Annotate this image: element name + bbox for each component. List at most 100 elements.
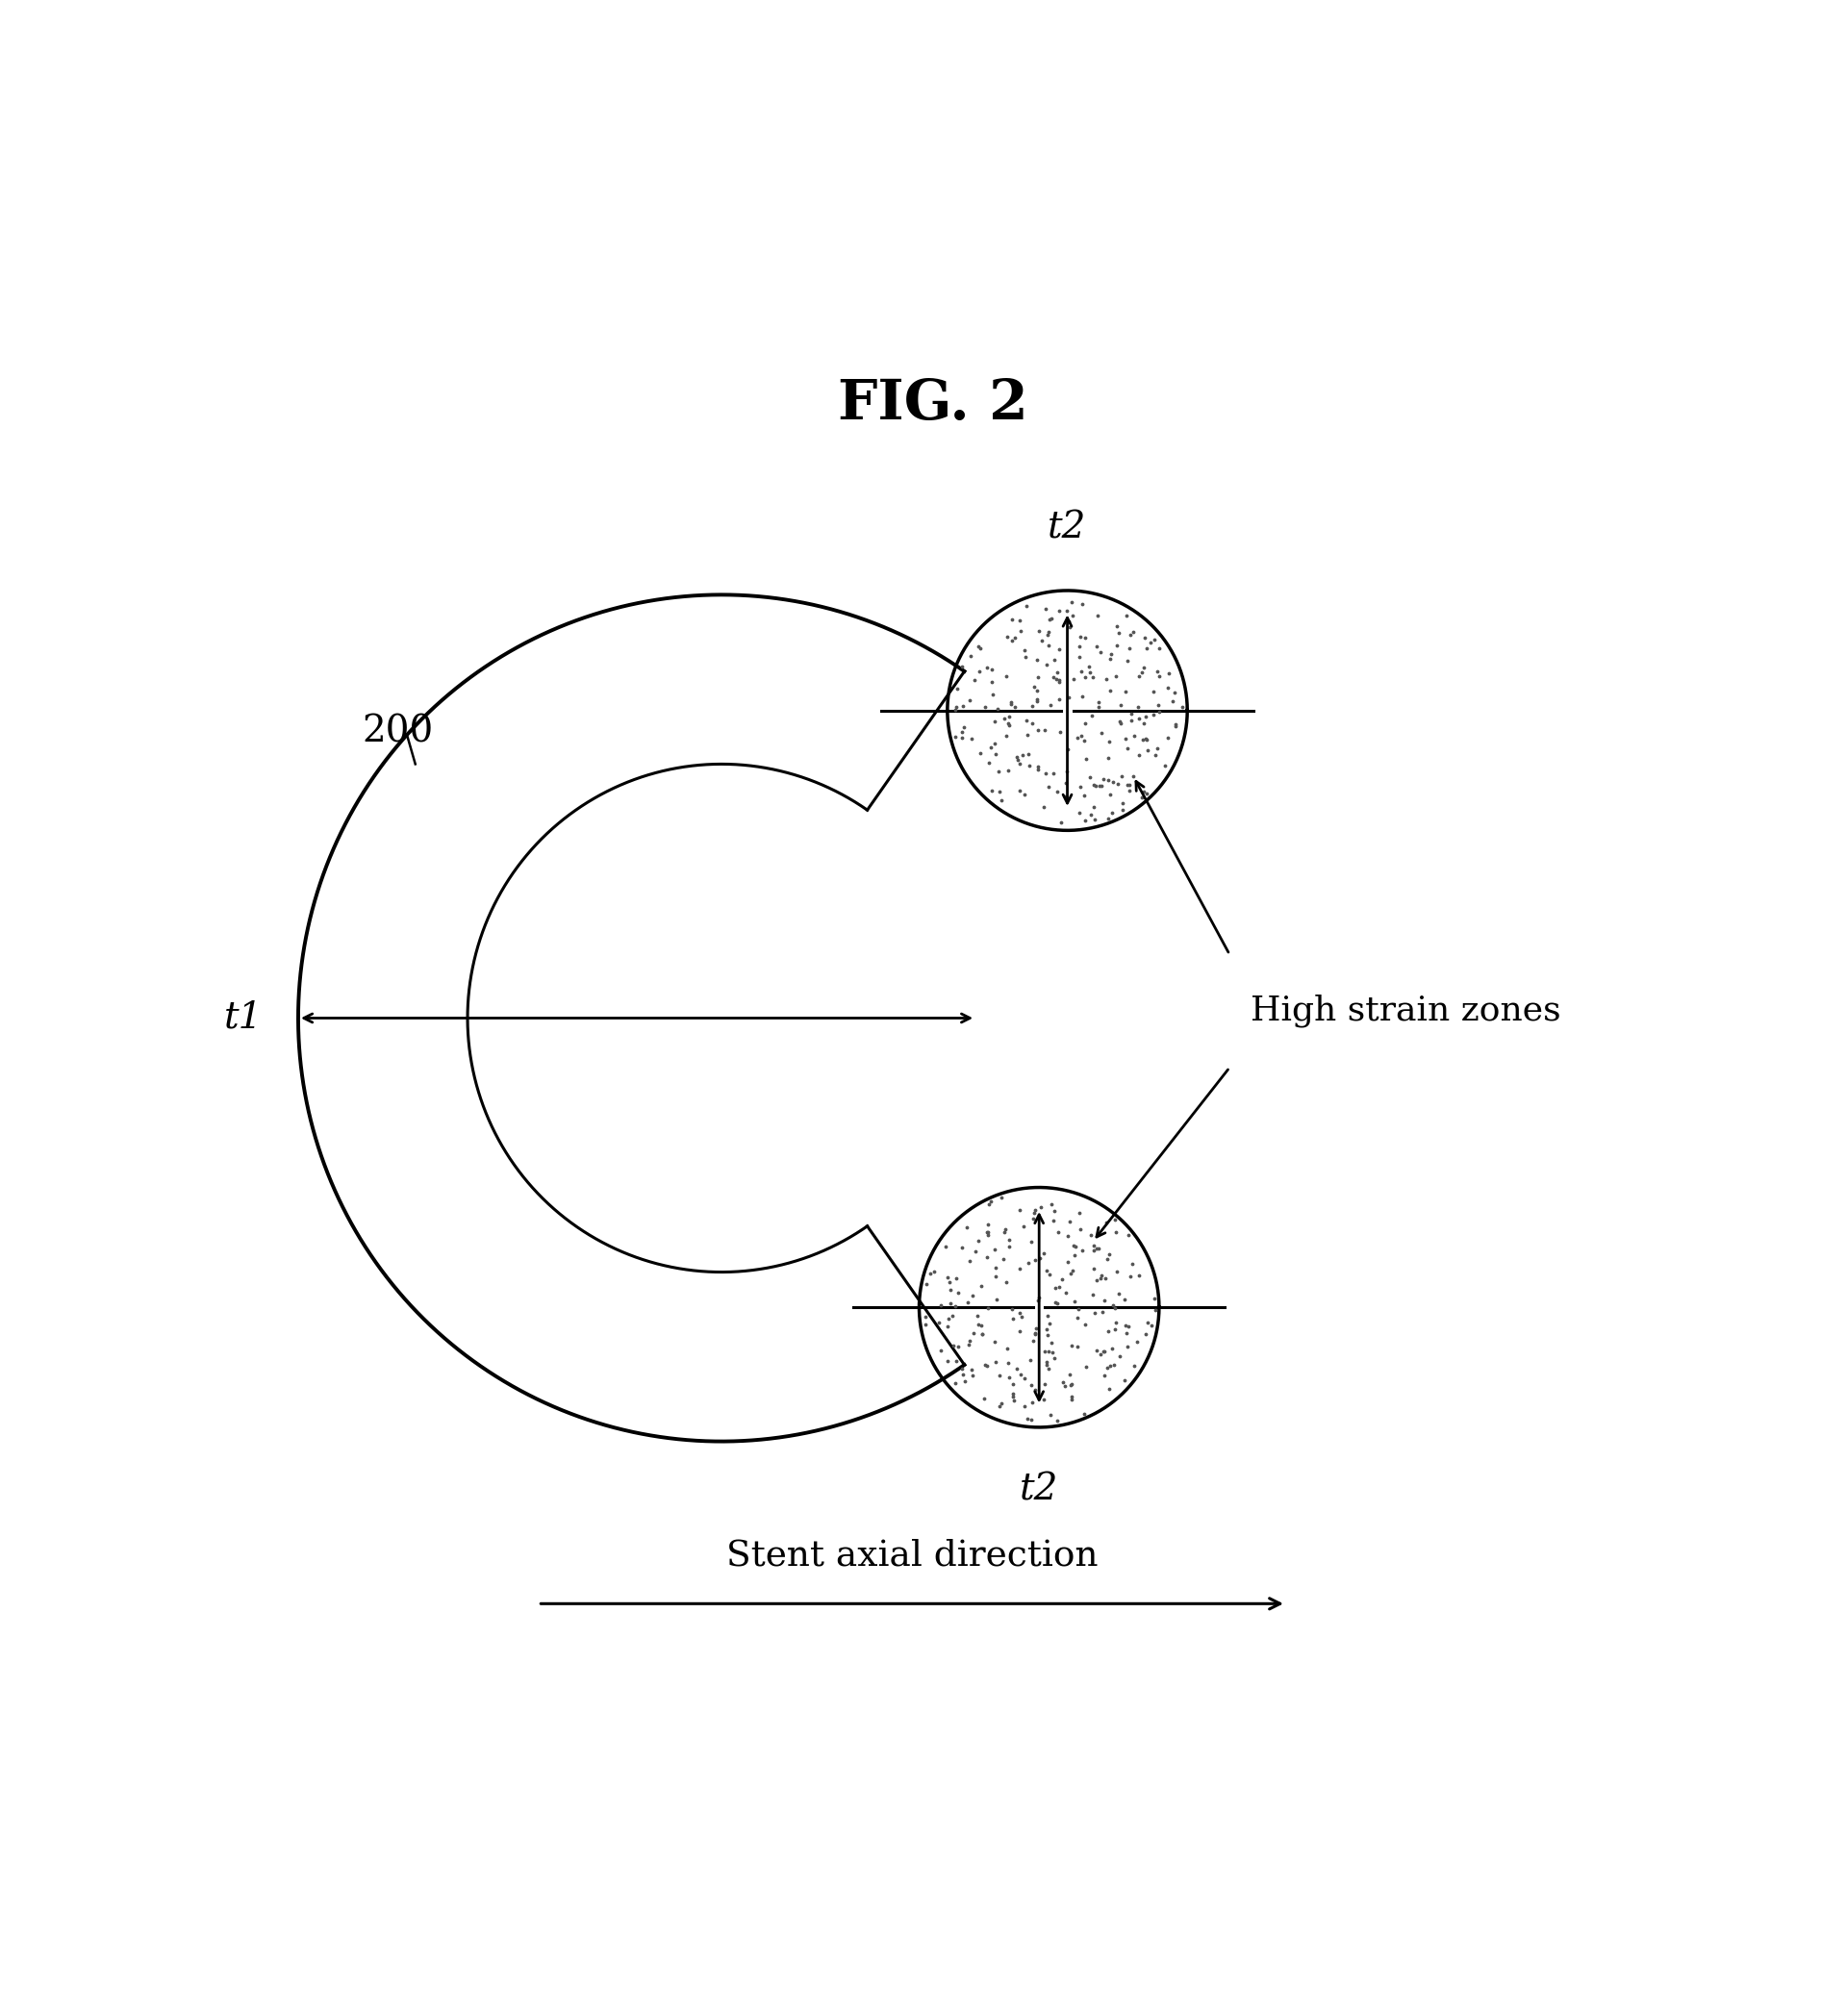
Point <box>1114 633 1144 665</box>
Point <box>1012 1403 1042 1435</box>
Point <box>1023 714 1053 746</box>
Point <box>1094 726 1124 758</box>
Point <box>934 1266 963 1298</box>
Point <box>1109 1365 1138 1397</box>
Point <box>1116 619 1145 651</box>
Point <box>960 663 989 696</box>
Point <box>972 1216 1002 1248</box>
Point <box>1131 1318 1160 1351</box>
Point <box>1078 1278 1107 1310</box>
Point <box>1047 1264 1076 1296</box>
Point <box>1016 1345 1045 1377</box>
Point <box>1113 645 1142 677</box>
Point <box>998 625 1027 657</box>
Point <box>1009 1363 1038 1395</box>
Point <box>1005 1314 1034 1347</box>
Point <box>982 1260 1011 1292</box>
Point <box>992 1333 1022 1365</box>
Point <box>952 1286 982 1318</box>
Point <box>1065 629 1094 661</box>
Point <box>1063 1331 1093 1363</box>
Point <box>1002 1353 1031 1385</box>
Point <box>1071 708 1100 740</box>
Point <box>1080 768 1109 800</box>
Point <box>1042 663 1071 696</box>
Point <box>1093 1242 1122 1274</box>
Point <box>1116 1260 1145 1292</box>
Point <box>1102 1306 1131 1339</box>
Point <box>1056 1359 1085 1391</box>
Point <box>1140 675 1169 708</box>
Point <box>1082 631 1111 663</box>
Point <box>980 1325 1009 1357</box>
Point <box>967 1318 996 1351</box>
Point <box>1120 720 1149 752</box>
Point <box>1089 1335 1118 1367</box>
Text: Stent axial direction: Stent axial direction <box>727 1538 1098 1572</box>
Point <box>1007 1359 1036 1391</box>
Point <box>1034 615 1063 647</box>
Point <box>1131 621 1160 653</box>
Point <box>1040 1272 1069 1304</box>
Point <box>1082 770 1111 802</box>
Point <box>1080 1252 1109 1284</box>
Point <box>1098 766 1127 798</box>
Point <box>987 1181 1016 1214</box>
Point <box>1000 623 1029 655</box>
Point <box>1074 760 1104 792</box>
Point <box>1080 1296 1109 1329</box>
Point <box>1113 768 1142 800</box>
Point <box>1124 691 1153 724</box>
Point <box>1094 742 1124 774</box>
Point <box>1051 766 1080 798</box>
Point <box>1082 1232 1111 1264</box>
Point <box>1080 790 1109 823</box>
Point <box>947 651 976 683</box>
Point <box>1036 689 1065 722</box>
Point <box>1022 1373 1051 1405</box>
Point <box>992 621 1022 653</box>
Point <box>1105 689 1134 722</box>
Point <box>961 1236 991 1268</box>
Point <box>1071 1397 1100 1429</box>
Point <box>1051 780 1080 812</box>
Point <box>1136 625 1165 657</box>
Point <box>1094 1351 1124 1383</box>
Point <box>1034 1335 1063 1367</box>
Point <box>1087 718 1116 750</box>
Point <box>1014 738 1043 770</box>
Point <box>1003 744 1033 776</box>
Point <box>958 724 987 756</box>
Point <box>974 1189 1003 1222</box>
Point <box>1053 1220 1082 1252</box>
Point <box>1009 740 1038 772</box>
Point <box>1065 1214 1094 1246</box>
Point <box>974 1220 1003 1252</box>
Point <box>994 700 1023 732</box>
Point <box>1018 689 1047 722</box>
Point <box>940 1329 969 1361</box>
Point <box>1133 778 1162 810</box>
Point <box>989 1216 1018 1248</box>
Point <box>1109 1282 1138 1314</box>
Point <box>1031 1367 1060 1399</box>
Point <box>1140 1282 1169 1314</box>
Point <box>1043 776 1073 808</box>
Point <box>1089 1335 1118 1367</box>
Point <box>982 1284 1011 1316</box>
Point <box>1009 1210 1038 1242</box>
Point <box>1076 1220 1105 1252</box>
Point <box>1069 780 1098 812</box>
Point <box>1051 1371 1080 1403</box>
Point <box>1085 770 1114 802</box>
Point <box>1049 1367 1078 1399</box>
Point <box>1094 778 1124 810</box>
Point <box>932 1310 961 1343</box>
Point <box>978 677 1007 710</box>
Point <box>1140 698 1169 730</box>
Point <box>1023 750 1053 782</box>
Point <box>1114 768 1144 800</box>
Point <box>1104 617 1133 649</box>
Point <box>1087 1296 1116 1329</box>
Point <box>1005 748 1034 780</box>
